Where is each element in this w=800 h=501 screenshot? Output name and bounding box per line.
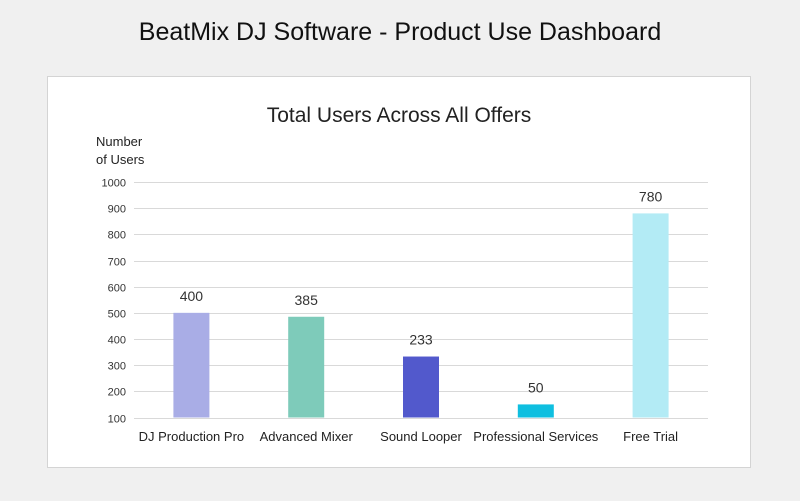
page-title: BeatMix DJ Software - Product Use Dashbo… [138,18,662,46]
y-tick-label: 400 [108,335,126,347]
y-axis-label: Number of Users [96,133,144,169]
y-tick-label: 700 [108,257,126,269]
y-tick-label: 900 [108,204,126,216]
chart-title: Total Users Across All Offers [266,104,532,127]
x-tick-label: Professional Services [473,429,598,444]
bar-value-label: 400 [180,288,204,304]
y-tick-label: 300 [108,361,126,373]
chart-panel: Total Users Across All Offers Number of … [47,76,751,468]
x-tick-label: Free Trial [623,429,678,444]
bar-value-label: 780 [639,188,663,204]
y-axis-label-line1: Number [96,134,143,149]
bar-value-label: 233 [409,332,433,348]
x-tick-label: DJ Production Pro [139,429,245,444]
bar [517,404,554,418]
y-tick-label: 500 [108,309,126,321]
y-tick-label: 800 [108,230,126,242]
bar [632,213,669,418]
y-tick-label: 200 [108,387,126,399]
y-tick-label: 1000 [102,178,126,190]
y-axis-label-line2: of Users [96,152,145,167]
y-tick-label: 100 [108,414,126,426]
x-tick-label: Sound Looper [380,429,462,444]
bar-value-label: 385 [295,292,319,308]
bar-chart: 100 200 300 400 500 600 700 800 900 1000 400 DJ Pro… [102,178,708,444]
x-tick-label: Advanced Mixer [260,429,354,444]
bar-value-label: 50 [528,379,544,395]
y-tick-label: 600 [108,283,126,295]
bar [403,356,439,418]
bar [173,312,210,418]
bar [288,316,325,418]
